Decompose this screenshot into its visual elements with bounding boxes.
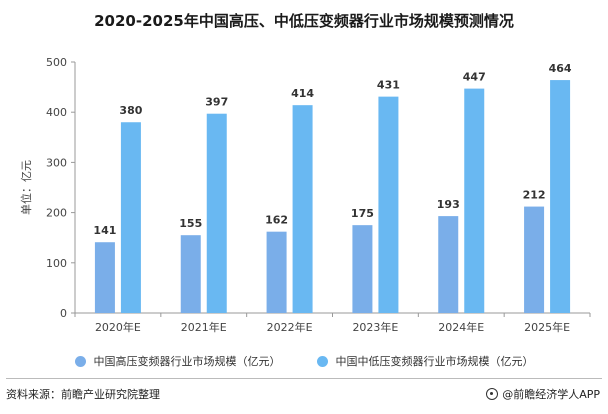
y-axis-title: 单位：亿元	[19, 160, 33, 215]
x-tick-label: 2023年E	[352, 320, 398, 334]
x-tick-label: 2021年E	[181, 320, 227, 334]
data-label-high: 212	[523, 189, 546, 202]
legend-item-high: 中国高压变频器行业市场规模（亿元）	[74, 353, 281, 369]
brand-credit: @前瞻经济学人APP	[486, 386, 600, 402]
data-label-midlow: 447	[463, 71, 486, 84]
bar-high	[266, 231, 287, 313]
data-label-midlow: 464	[549, 62, 572, 75]
data-label-midlow: 414	[291, 87, 314, 100]
legend-swatch-midlow	[316, 355, 328, 367]
x-tick-label: 2020年E	[95, 320, 141, 334]
y-tick-label: 500	[46, 56, 67, 69]
y-tick-label: 0	[60, 307, 67, 320]
legend-item-midlow: 中国中低压变频器行业市场规模（亿元）	[316, 353, 534, 369]
x-tick-label: 2022年E	[267, 320, 313, 334]
data-label-high: 141	[93, 224, 116, 237]
data-label-high: 193	[437, 198, 460, 211]
legend-swatch-high	[74, 355, 86, 367]
chart-bars	[94, 80, 571, 314]
bar-high	[94, 242, 115, 313]
x-tick-label: 2025年E	[524, 320, 570, 334]
bar-high	[524, 206, 545, 313]
bar-high	[352, 225, 373, 313]
y-tick-label: 100	[46, 257, 67, 270]
brand-logo-icon	[486, 388, 499, 400]
footer-divider	[6, 378, 602, 379]
bar-high	[180, 235, 201, 313]
data-label-high: 162	[265, 214, 288, 227]
data-label-midlow: 380	[119, 104, 142, 117]
y-tick-label: 400	[46, 106, 67, 119]
chart-data-labels: 141 380 155 397 162 414 175 431 193 447 212 464	[93, 62, 571, 237]
chart-axes: 0 100 200 300 400 500 单位：亿元 2020年E 2021年E 2022年E 2…	[19, 56, 591, 334]
legend-label-high: 中国高压变频器行业市场规模（亿元）	[93, 355, 281, 368]
chart-title: 2020-2025年中国高压、中低压变频器行业市场规模预测情况	[94, 12, 514, 30]
data-label-midlow: 397	[205, 96, 228, 109]
bar-high	[438, 216, 459, 313]
y-tick-label: 200	[46, 207, 67, 220]
bar-midlow	[550, 80, 571, 314]
bar-chart: 0 100 200 300 400 500 单位：亿元 2020年E 2021年E 2022年E 2…	[19, 56, 591, 334]
data-label-midlow: 431	[377, 79, 400, 92]
bar-midlow	[206, 113, 227, 314]
bar-midlow	[120, 122, 141, 314]
bar-midlow	[464, 88, 485, 313]
chart-legend: 中国高压变频器行业市场规模（亿元） 中国中低压变频器行业市场规模（亿元）	[0, 353, 608, 369]
source-note: 资料来源：前瞻产业研究院整理	[6, 388, 160, 401]
data-label-high: 155	[179, 217, 202, 230]
brand-text: @前瞻经济学人APP	[502, 388, 600, 401]
y-tick-label: 300	[46, 156, 67, 169]
bar-midlow	[292, 105, 313, 313]
legend-label-midlow: 中国中低压变频器行业市场规模（亿元）	[335, 355, 534, 368]
x-tick-label: 2024年E	[438, 320, 484, 334]
bar-midlow	[378, 96, 399, 313]
data-label-high: 175	[351, 207, 374, 220]
